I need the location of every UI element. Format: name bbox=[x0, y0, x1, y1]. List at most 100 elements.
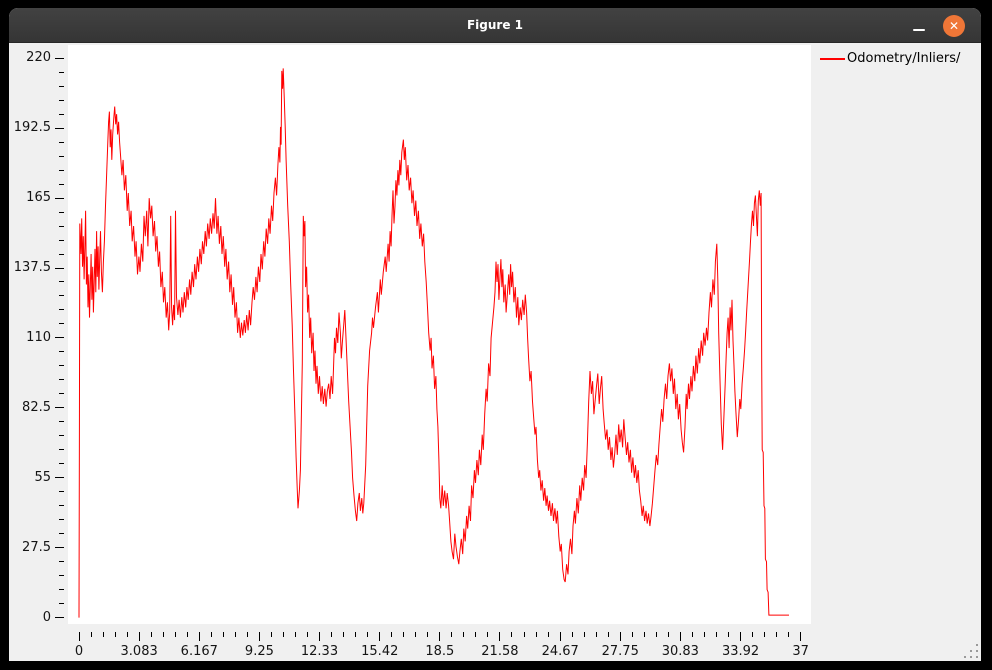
y-major-tick bbox=[55, 617, 64, 619]
x-minor-tick bbox=[511, 632, 513, 637]
x-tick-label: 3.083 bbox=[120, 644, 158, 659]
x-minor-tick bbox=[547, 632, 549, 637]
x-minor-tick bbox=[403, 632, 405, 637]
figure-window: Odometry/Inliers/ Figure 1 ✕ 0 3.083 6.167… bbox=[9, 8, 981, 661]
y-tick-label: 55 bbox=[34, 469, 51, 485]
y-major-tick bbox=[55, 267, 64, 269]
y-minor-tick bbox=[59, 519, 64, 521]
x-minor-tick bbox=[391, 632, 393, 637]
y-minor-tick bbox=[59, 561, 64, 563]
x-major-tick bbox=[258, 632, 260, 641]
close-icon: ✕ bbox=[948, 19, 960, 33]
x-minor-tick bbox=[427, 632, 429, 637]
y-major-tick bbox=[55, 477, 64, 479]
y-minor-tick bbox=[59, 505, 64, 507]
y-minor-tick bbox=[59, 113, 64, 115]
legend-label: Odometry/Inliers/ bbox=[847, 51, 961, 66]
minimize-button[interactable] bbox=[901, 8, 937, 43]
x-minor-tick bbox=[463, 632, 465, 637]
y-minor-tick bbox=[59, 281, 64, 283]
y-tick-label: 110 bbox=[26, 329, 51, 345]
y-minor-tick bbox=[59, 435, 64, 437]
window-title: Figure 1 bbox=[466, 18, 524, 32]
y-minor-tick bbox=[59, 603, 64, 605]
x-minor-tick bbox=[764, 632, 766, 637]
x-minor-tick bbox=[643, 632, 645, 637]
y-minor-tick bbox=[59, 421, 64, 423]
y-minor-tick bbox=[59, 365, 64, 367]
x-major-tick bbox=[439, 632, 441, 641]
x-tick-label: 30.83 bbox=[661, 644, 699, 659]
y-tick-label: 0 bbox=[42, 609, 51, 625]
x-major-tick bbox=[800, 632, 802, 641]
y-minor-tick bbox=[59, 533, 64, 535]
x-tick-label: 6.167 bbox=[180, 644, 218, 659]
y-major-tick bbox=[55, 197, 64, 199]
x-minor-tick bbox=[595, 632, 597, 637]
y-minor-tick bbox=[59, 351, 64, 353]
x-tick-label: 24.67 bbox=[541, 644, 579, 659]
x-minor-tick bbox=[691, 632, 693, 637]
x-minor-tick bbox=[583, 632, 585, 637]
x-minor-tick bbox=[523, 632, 525, 637]
y-major-tick bbox=[55, 127, 64, 129]
x-tick-label: 18.5 bbox=[425, 644, 455, 659]
x-minor-tick bbox=[246, 632, 248, 637]
x-minor-tick bbox=[186, 632, 188, 637]
y-tick-label: 220 bbox=[26, 50, 51, 66]
y-minor-tick bbox=[59, 379, 64, 381]
x-minor-tick bbox=[535, 632, 537, 637]
x-tick-label: 27.75 bbox=[601, 644, 639, 659]
x-minor-tick bbox=[174, 632, 176, 637]
y-minor-tick bbox=[59, 309, 64, 311]
y-minor-tick bbox=[59, 589, 64, 591]
y-minor-tick bbox=[59, 463, 64, 465]
y-minor-tick bbox=[59, 183, 64, 185]
y-major-tick bbox=[55, 407, 64, 409]
x-tick-label: 15.42 bbox=[361, 644, 399, 659]
x-minor-tick bbox=[475, 632, 477, 637]
plot-area bbox=[68, 45, 811, 624]
close-button[interactable]: ✕ bbox=[943, 15, 965, 37]
x-minor-tick bbox=[727, 632, 729, 637]
y-minor-tick bbox=[59, 85, 64, 87]
x-minor-tick bbox=[487, 632, 489, 637]
y-tick-label: 165 bbox=[26, 190, 51, 206]
x-tick-label: 9.25 bbox=[244, 644, 274, 659]
y-tick-label: 27.5 bbox=[22, 539, 51, 555]
y-minor-tick bbox=[59, 491, 64, 493]
x-minor-tick bbox=[655, 632, 657, 637]
y-tick-label: 82.5 bbox=[22, 399, 51, 415]
x-minor-tick bbox=[415, 632, 417, 637]
y-minor-tick bbox=[59, 71, 64, 73]
x-minor-tick bbox=[222, 632, 224, 637]
x-minor-tick bbox=[355, 632, 357, 637]
x-minor-tick bbox=[367, 632, 369, 637]
legend-line-icon bbox=[820, 57, 845, 60]
y-minor-tick bbox=[59, 155, 64, 157]
titlebar[interactable]: Figure 1 ✕ bbox=[9, 8, 981, 43]
x-minor-tick bbox=[631, 632, 633, 637]
y-minor-tick bbox=[59, 253, 64, 255]
y-minor-tick bbox=[59, 449, 64, 451]
x-minor-tick bbox=[776, 632, 778, 637]
minimize-icon bbox=[913, 29, 925, 31]
x-minor-tick bbox=[114, 632, 116, 637]
y-minor-tick bbox=[59, 239, 64, 241]
y-tick-label: 192.5 bbox=[13, 120, 51, 136]
x-minor-tick bbox=[667, 632, 669, 637]
x-major-tick bbox=[198, 632, 200, 641]
data-line bbox=[78, 68, 789, 618]
x-minor-tick bbox=[331, 632, 333, 637]
x-minor-tick bbox=[234, 632, 236, 637]
resize-grip-dots-icon bbox=[976, 644, 978, 646]
y-minor-tick bbox=[59, 99, 64, 101]
x-minor-tick bbox=[571, 632, 573, 637]
resize-grip[interactable] bbox=[962, 642, 980, 660]
x-minor-tick bbox=[343, 632, 345, 637]
x-tick-label: 0 bbox=[74, 644, 84, 659]
x-major-tick bbox=[138, 632, 140, 641]
x-tick-label: 37 bbox=[792, 644, 809, 659]
y-minor-tick bbox=[59, 295, 64, 297]
x-tick-label: 33.92 bbox=[721, 644, 760, 659]
